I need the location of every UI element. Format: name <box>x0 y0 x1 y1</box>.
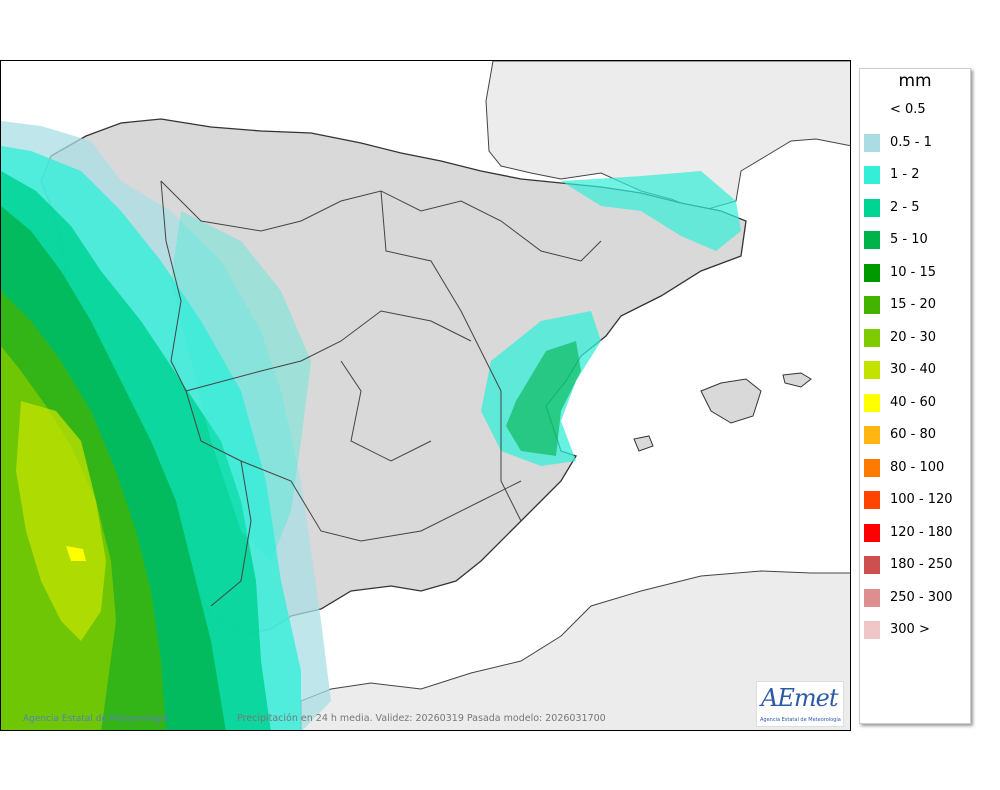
legend-item: 15 - 20 <box>864 296 968 314</box>
menorca-island <box>782 372 812 388</box>
legend-item: 180 - 250 <box>864 556 968 574</box>
africa-landmass <box>300 570 850 730</box>
legend-item: 80 - 100 <box>864 458 968 477</box>
legend-swatch <box>864 361 880 379</box>
logo-subtitle: Agencia Estatal de Meteorología <box>760 717 841 723</box>
aemet-logo: AEmet Agencia Estatal de Meteorología <box>756 681 844 727</box>
legend-label: 60 - 80 <box>890 427 937 442</box>
legend-item: 0.5 - 1 <box>864 133 968 152</box>
legend-label: 20 - 30 <box>890 329 937 345</box>
legend-item: < 0.5 <box>864 101 968 119</box>
legend-swatch <box>864 491 880 509</box>
legend-item: 10 - 15 <box>864 263 968 282</box>
legend-item: 20 - 30 <box>864 328 968 347</box>
legend-swatch <box>864 133 880 152</box>
legend-item: 300 > <box>864 621 968 639</box>
legend-label: 40 - 60 <box>890 394 937 410</box>
precip-east-mid <box>506 341 581 456</box>
legend-label: 0.5 - 1 <box>890 134 932 150</box>
legend-label: 80 - 100 <box>890 459 945 475</box>
legend-swatch <box>864 101 880 119</box>
legend-item: 2 - 5 <box>864 198 968 217</box>
legend-label: 1 - 2 <box>890 167 920 182</box>
legend-swatch <box>864 458 880 477</box>
legend-item: 40 - 60 <box>864 393 968 412</box>
legend-panel: mm < 0.5 0.5 - 1 1 - 2 2 - 5 5 - 10 10 - 15 15… <box>859 68 971 724</box>
legend-label: 15 - 20 <box>890 297 937 312</box>
legend-swatch <box>864 328 880 347</box>
legend-item: 1 - 2 <box>864 166 968 184</box>
legend-item: 120 - 180 <box>864 523 968 542</box>
precip-zone-30-40 <box>16 401 106 641</box>
legend-item: 100 - 120 <box>864 491 968 509</box>
precipitation-map[interactable]: Agencia Estatal de Meteorología Precipit… <box>0 60 851 731</box>
region-borders <box>160 180 602 607</box>
legend-swatch <box>864 166 880 184</box>
legend-item: 5 - 10 <box>864 231 968 249</box>
legend-item: 250 - 300 <box>864 588 968 607</box>
legend-swatch <box>864 621 880 639</box>
legend-label: 250 - 300 <box>890 589 953 605</box>
legend-swatch <box>864 426 880 444</box>
logo-text: AEmet <box>761 684 838 712</box>
legend-swatch <box>864 588 880 607</box>
legend-swatch <box>864 556 880 574</box>
legend-swatch <box>864 523 880 542</box>
legend-label: 30 - 40 <box>890 362 937 377</box>
legend-unit: mm <box>898 71 932 91</box>
precip-ne-light <box>561 171 741 251</box>
credit-text: Agencia Estatal de Meteorología <box>23 714 169 724</box>
precip-zone-40-60 <box>66 546 86 561</box>
legend-label: 5 - 10 <box>890 232 928 247</box>
legend-label: < 0.5 <box>890 102 926 117</box>
map-canvas <box>1 61 850 730</box>
legend-swatch <box>864 198 880 217</box>
legend-item: 60 - 80 <box>864 426 968 444</box>
map-caption: Precipitación en 24 h media. Validez: 20… <box>237 713 606 724</box>
legend-swatch <box>864 231 880 249</box>
legend-label: 100 - 120 <box>890 492 953 507</box>
precip-central-light <box>171 211 311 561</box>
legend-swatch <box>864 263 880 282</box>
legend-label: 2 - 5 <box>890 199 920 215</box>
legend-swatch <box>864 296 880 314</box>
legend-swatch <box>864 393 880 412</box>
legend-label: 120 - 180 <box>890 524 953 540</box>
legend-label: 300 > <box>890 622 930 637</box>
legend-item: 30 - 40 <box>864 361 968 379</box>
legend-label: 180 - 250 <box>890 557 953 572</box>
mallorca-island <box>700 378 762 424</box>
ibiza-island <box>633 435 654 452</box>
legend-label: 10 - 15 <box>890 264 937 280</box>
